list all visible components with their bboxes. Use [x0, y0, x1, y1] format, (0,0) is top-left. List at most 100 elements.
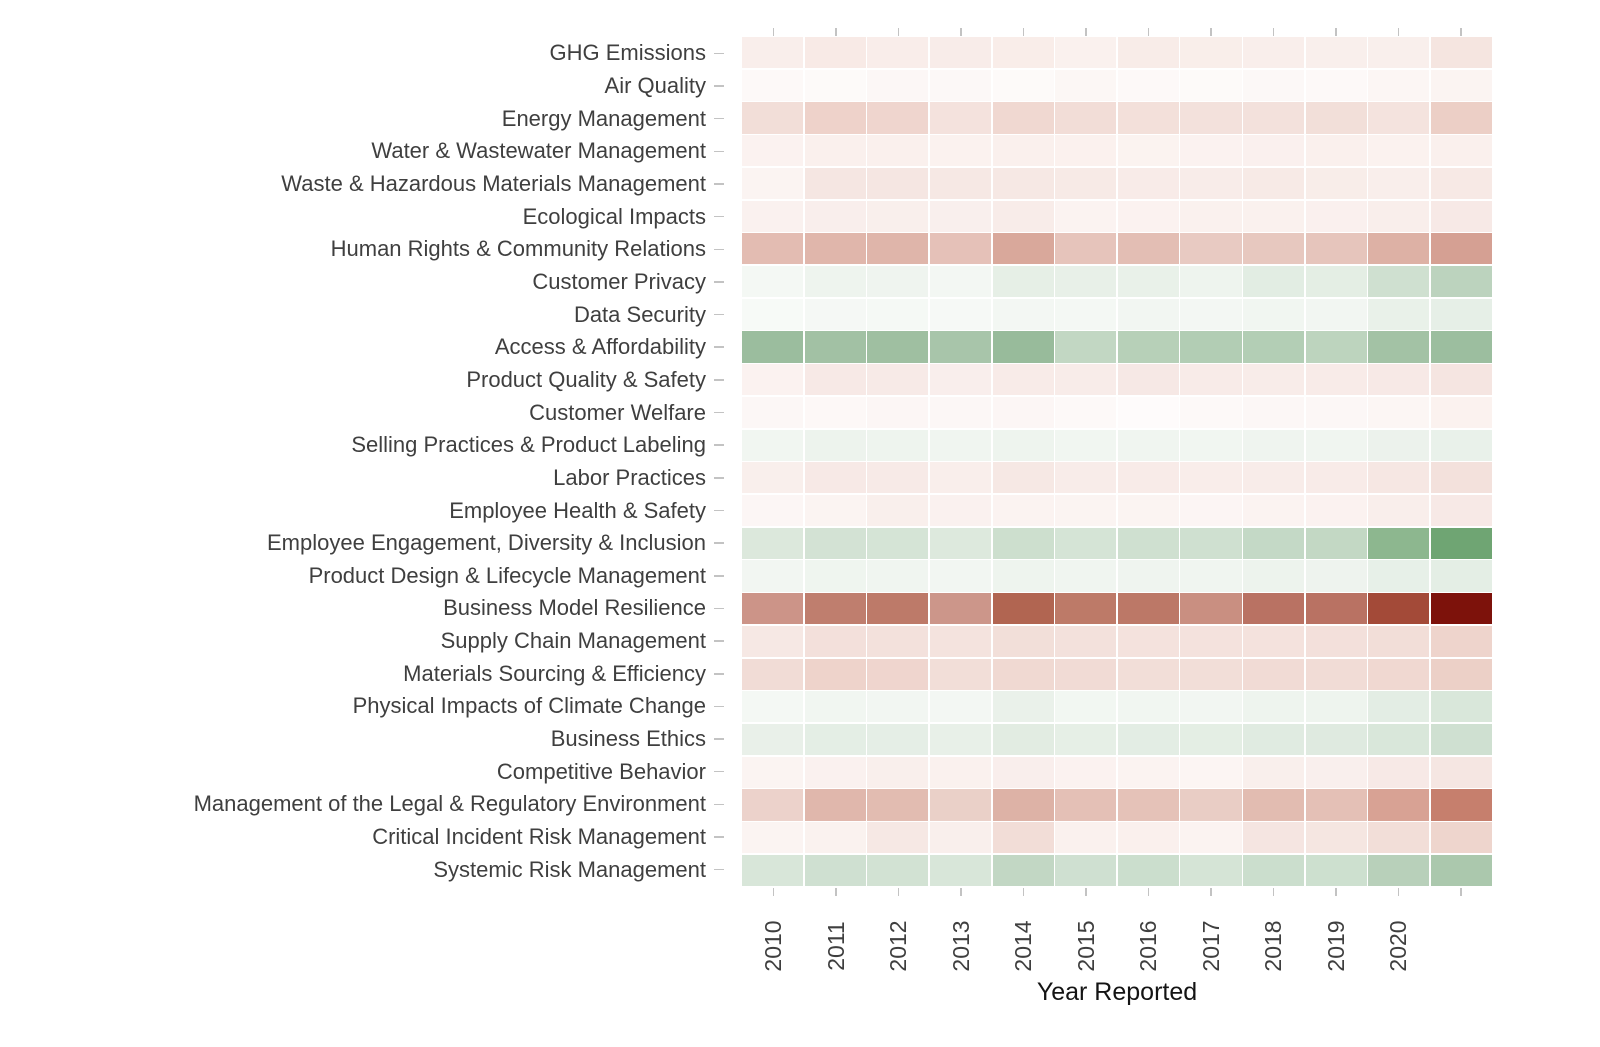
heatmap-cell [742, 298, 804, 330]
heatmap-cell [742, 527, 804, 559]
y-axis-tick [714, 607, 724, 610]
heatmap-cell [1305, 69, 1367, 101]
y-axis-tick [714, 411, 724, 414]
heatmap-cell [1430, 102, 1492, 134]
y-axis-label: Air Quality [604, 72, 706, 98]
heatmap-cell [1368, 527, 1430, 559]
heatmap-cell [1055, 658, 1117, 690]
y-axis-tick [714, 117, 724, 120]
heatmap-cell [929, 560, 991, 592]
heatmap-cell [867, 691, 929, 723]
x-axis-tick [897, 28, 899, 36]
y-axis-label: Waste & Hazardous Materials Management [281, 170, 706, 196]
x-axis-tick [1460, 888, 1462, 896]
y-axis-label: Data Security [573, 301, 706, 327]
y-axis-label: Customer Privacy [532, 268, 706, 294]
heatmap-cell [1368, 37, 1430, 69]
heatmap-cell [1430, 593, 1492, 625]
heatmap-cell [1430, 822, 1492, 854]
heatmap-cell [1305, 593, 1367, 625]
heatmap-cell [1305, 331, 1367, 363]
heatmap-cell [867, 37, 929, 69]
heatmap-cell [1055, 135, 1117, 167]
heatmap-cell [1180, 625, 1242, 658]
heatmap-cell [867, 167, 929, 200]
heatmap-cell [804, 527, 866, 559]
heatmap-cell [1117, 822, 1179, 854]
heatmap-cell [804, 854, 866, 886]
heatmap-cell [1368, 102, 1430, 134]
heatmap-cell [804, 691, 866, 723]
heatmap-cell [804, 560, 866, 592]
y-axis-label: Materials Sourcing & Efficiency [403, 660, 706, 686]
heatmap-cell [1243, 756, 1305, 788]
heatmap-cell [1430, 331, 1492, 363]
heatmap-cell [742, 364, 804, 396]
heatmap-cell [804, 658, 866, 690]
heatmap-cell [1305, 429, 1367, 461]
heatmap-cell [1430, 462, 1492, 494]
y-axis-tick [714, 313, 724, 316]
heatmap-cell [1055, 200, 1117, 232]
heatmap-cell [1305, 462, 1367, 494]
heatmap-cell [992, 364, 1054, 396]
heatmap-cell [742, 167, 804, 200]
heatmap-cell [1055, 102, 1117, 134]
heatmap-cell [1305, 854, 1367, 886]
y-axis-labels: GHG Emissions Air Quality Energy Managemen… [0, 37, 706, 886]
heatmap-cell [867, 756, 929, 788]
heatmap-cell [929, 822, 991, 854]
heatmap-cell [1180, 723, 1242, 756]
heatmap-cell [742, 37, 804, 69]
y-axis-tick [714, 673, 724, 675]
heatmap-cell [1055, 429, 1117, 461]
heatmap-cell [1430, 364, 1492, 396]
heatmap-cell [992, 462, 1054, 494]
y-axis-label: Employee Health & Safety [449, 497, 706, 523]
heatmap-cell [867, 200, 929, 232]
heatmap-cell [1368, 723, 1430, 756]
heatmap-cell [867, 135, 929, 167]
x-axis-tick [1397, 28, 1399, 36]
heatmap-cell [1055, 789, 1117, 821]
heatmap-cell [804, 265, 866, 298]
x-axis-tick [1272, 28, 1274, 36]
heatmap-cell [992, 756, 1054, 788]
heatmap-cell [1368, 429, 1430, 461]
heatmap-cell [742, 200, 804, 232]
heatmap-cell [1055, 298, 1117, 330]
x-axis-tick [772, 28, 774, 36]
heatmap-cell [1055, 265, 1117, 298]
heatmap-cell [867, 625, 929, 658]
heatmap-cell [992, 789, 1054, 821]
heatmap-cell [867, 69, 929, 101]
heatmap-cell [1243, 462, 1305, 494]
heatmap-cell [1180, 298, 1242, 330]
heatmap-cell [1243, 593, 1305, 625]
heatmap-cell [1368, 200, 1430, 232]
y-axis-label: Labor Practices [553, 464, 706, 490]
y-axis-label: Access & Affordability [494, 334, 706, 360]
heatmap-cell [1243, 331, 1305, 363]
heatmap-cell [1117, 135, 1179, 167]
heatmap-cell [1368, 756, 1430, 788]
heatmap-cell [867, 265, 929, 298]
heatmap-cell [742, 331, 804, 363]
heatmap-cell [804, 756, 866, 788]
heatmap-cell [1117, 364, 1179, 396]
heatmap-cell [1305, 135, 1367, 167]
y-axis-label: Competitive Behavior [496, 758, 706, 784]
heatmap-cell [742, 494, 804, 527]
heatmap-cell [992, 135, 1054, 167]
x-axis-tick [1085, 28, 1087, 36]
heatmap-cell [929, 200, 991, 232]
y-axis-label: Energy Management [501, 105, 706, 131]
heatmap-cell [1117, 462, 1179, 494]
heatmap-cell [1180, 364, 1242, 396]
heatmap-cell [1243, 723, 1305, 756]
heatmap-cell [742, 233, 804, 265]
x-axis-tick [1335, 28, 1337, 36]
heatmap-cell [1117, 37, 1179, 69]
y-axis-tick [714, 542, 724, 544]
heatmap-cell [1055, 593, 1117, 625]
